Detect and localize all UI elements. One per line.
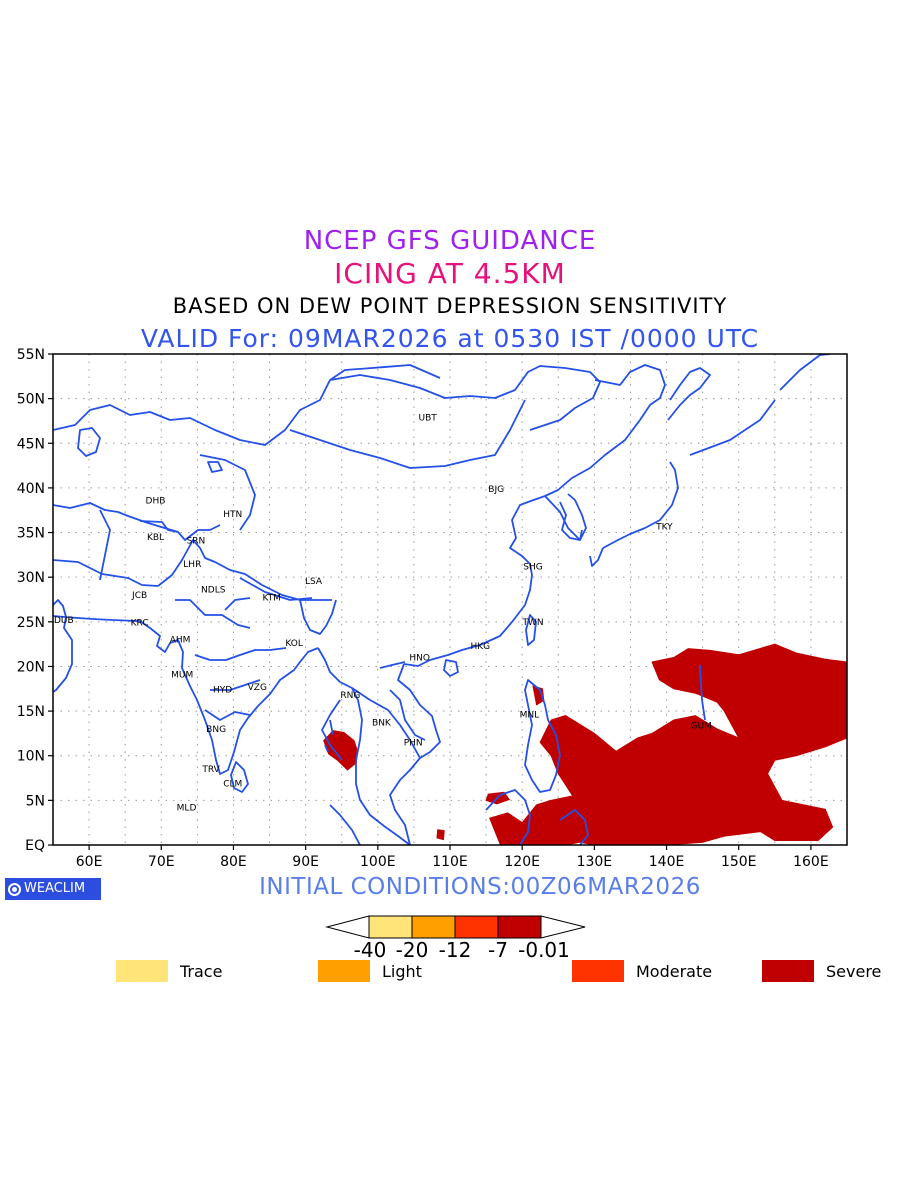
western-pacific-severe-area (489, 643, 847, 845)
lat-tick-label: 20N (17, 659, 45, 675)
lon-tick-label: 110E (432, 854, 468, 870)
colorbar-segment (411, 915, 456, 939)
station-label-lsa: LSA (305, 577, 323, 587)
lat-tick-label: 10N (17, 749, 45, 765)
lat-tick-label: 25N (17, 615, 45, 631)
colorbar (325, 915, 586, 939)
colorbar-segment (454, 915, 499, 939)
lat-tick-label: 55N (17, 347, 45, 363)
station-label-mum: MUM (171, 670, 193, 680)
station-label-hyd: HYD (213, 686, 232, 696)
lon-tick-label: 140E (649, 854, 685, 870)
title-icing-level: ICING AT 4.5KM (334, 257, 566, 290)
weaclim-logo: WEACLIM (5, 878, 101, 900)
station-label-trv: TRV (201, 765, 220, 775)
lat-tick-label: 35N (17, 526, 45, 542)
station-label-ndls: NDLS (201, 586, 226, 596)
initial-conditions: INITIAL CONDITIONS:00Z06MAR2026 (259, 874, 701, 900)
icing-areas (323, 643, 847, 845)
lon-tick-label: 60E (76, 854, 103, 870)
station-label-bnk: BNK (372, 719, 392, 729)
colorbar-scale-label: -7 (488, 938, 508, 962)
lat-tick-label: 40N (17, 481, 45, 497)
title-guidance: NCEP GFS GUIDANCE (303, 226, 597, 256)
weaclim-logo-text: WEACLIM (24, 881, 86, 896)
sw-equator-speck-area (436, 829, 445, 841)
station-label-ahm: AHM (170, 636, 191, 646)
station-label-vzg: VZG (248, 683, 267, 693)
weaclim-logo-icon (8, 882, 21, 896)
colorbar-scale-label: -0.01 (518, 938, 570, 962)
title-method: BASED ON DEW POINT DEPRESSION SENSITIVIT… (172, 294, 728, 318)
colorbar-left-arrow (325, 915, 370, 939)
lon-tick-label: 130E (577, 854, 613, 870)
lat-tick-label: 5N (26, 793, 45, 809)
lon-tick-label: 70E (148, 854, 175, 870)
colorbar-scale-label: -20 (395, 938, 429, 962)
station-label-kol: KOL (285, 639, 303, 649)
lon-tick-label: 160E (793, 854, 829, 870)
station-label-twn: TWN (521, 618, 543, 628)
legend-swatch (572, 960, 624, 982)
station-label-dub: DUB (54, 616, 74, 626)
legend-label: Light (382, 962, 422, 981)
legend-swatch (116, 960, 168, 982)
lon-tick-label: 120E (504, 854, 540, 870)
station-label-ktm: KTM (262, 594, 280, 604)
station-label-dhb: DHB (146, 496, 166, 506)
station-label-shg: SHG (523, 562, 542, 572)
station-label-bjg: BJG (488, 485, 504, 495)
lon-tick-label: 90E (292, 854, 319, 870)
lon-tick-label: 100E (360, 854, 396, 870)
icing-map: UBT BJG TKY SHG TWN HKG HNO RNG BNK PHN MNL GUM DHB H… (17, 347, 848, 870)
lon-tick-label: 80E (220, 854, 247, 870)
colorbar-scale-label: -40 (353, 938, 387, 962)
colorbar-segment (368, 915, 413, 939)
station-label-mnl: MNL (520, 711, 540, 721)
legend-label: Severe (826, 962, 882, 981)
legend-label: Trace (180, 962, 223, 981)
station-label-ubt: UBT (418, 413, 437, 423)
legend-swatch (762, 960, 814, 982)
colorbar-segment (497, 915, 542, 939)
station-labels: UBT BJG TKY SHG TWN HKG HNO RNG BNK PHN MNL GUM DHB H… (54, 413, 712, 813)
station-label-clm: CLM (223, 779, 242, 789)
colorbar-scale-label: -12 (438, 938, 472, 962)
title-valid-time: VALID For: 09MAR2026 at 0530 IST /0000 U… (140, 324, 760, 353)
station-label-phn: PHN (404, 738, 423, 748)
legend-swatch (318, 960, 370, 982)
station-label-gum: GUM (691, 721, 712, 731)
andaman-severe-area (323, 730, 359, 771)
station-label-hkg: HKG (470, 642, 490, 652)
station-label-srn: SRN (187, 537, 206, 547)
lat-tick-label: 45N (17, 436, 45, 452)
station-label-htn: HTN (223, 510, 242, 520)
lat-tick-label: 30N (17, 570, 45, 586)
colorbar-right-arrow (540, 915, 586, 939)
station-label-tky: TKY (655, 522, 673, 532)
station-label-hno: HNO (409, 654, 430, 664)
station-label-jcb: JCB (131, 591, 147, 601)
coastlines-and-borders (53, 354, 831, 845)
station-label-kbl: KBL (147, 533, 164, 543)
lat-tick-label: 15N (17, 704, 45, 720)
lat-tick-label: 50N (17, 392, 45, 408)
station-label-krc: KRC (131, 619, 149, 629)
station-label-mld: MLD (177, 804, 197, 814)
axis-labels: 55N 50N 45N 40N 35N 30N 25N 20N 15N 10N 5N EQ 60E 70E… (17, 347, 829, 870)
legend-label: Moderate (636, 962, 713, 981)
station-label-bng: BNG (206, 725, 226, 735)
lat-tick-label: EQ (25, 838, 45, 854)
lon-tick-label: 150E (721, 854, 757, 870)
station-label-rng: RNG (340, 691, 360, 701)
station-label-lhr: LHR (183, 560, 201, 570)
